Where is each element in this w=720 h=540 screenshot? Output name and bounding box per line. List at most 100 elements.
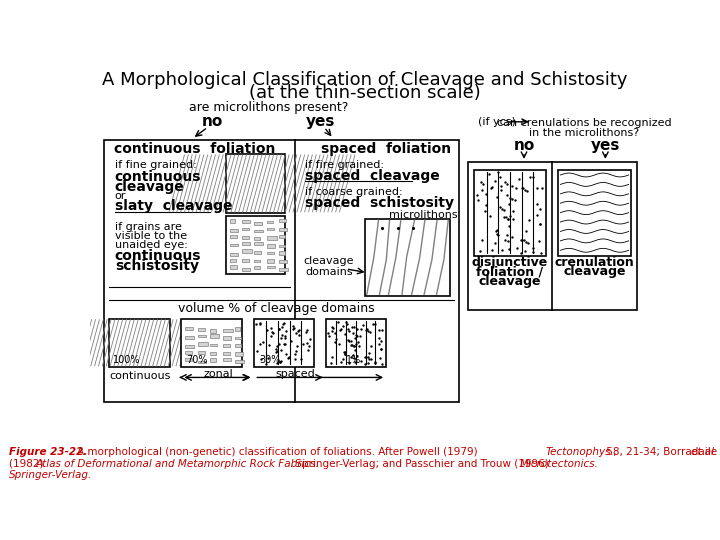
Text: cleavage: cleavage	[563, 266, 626, 279]
Bar	[242, 236, 249, 239]
Point	[359, 353, 370, 361]
Point	[536, 184, 548, 193]
Point	[263, 341, 274, 349]
Point	[360, 326, 372, 334]
Point	[348, 354, 360, 362]
Point	[254, 319, 266, 328]
Point	[288, 323, 300, 332]
Text: or: or	[114, 192, 126, 201]
Bar	[210, 334, 219, 338]
Point	[340, 350, 351, 359]
Point	[343, 326, 354, 335]
Point	[348, 342, 359, 350]
Text: Atlas of Deformational and Metamorphic Rock Fabrics.: Atlas of Deformational and Metamorphic R…	[36, 458, 320, 469]
Point	[522, 239, 534, 247]
Bar	[254, 230, 263, 232]
Point	[531, 210, 543, 219]
Point	[534, 220, 546, 228]
Point	[502, 214, 513, 223]
Point	[341, 320, 353, 328]
Point	[360, 353, 372, 362]
Point	[375, 345, 387, 353]
Point	[364, 354, 375, 363]
Point	[472, 195, 484, 204]
Bar	[222, 358, 231, 361]
Point	[284, 353, 295, 361]
Bar	[226, 155, 284, 212]
Point	[354, 332, 366, 340]
Point	[521, 187, 533, 195]
Point	[325, 359, 337, 367]
Bar	[279, 227, 287, 231]
Point	[504, 194, 516, 202]
Point	[377, 326, 388, 334]
Bar	[266, 266, 276, 268]
Point	[330, 335, 341, 343]
Point	[323, 329, 334, 338]
Point	[282, 354, 294, 362]
Text: continuous: continuous	[109, 371, 171, 381]
Point	[343, 358, 355, 367]
Text: spaced  schistosity: spaced schistosity	[305, 197, 454, 211]
Bar	[222, 352, 230, 355]
Point	[295, 354, 307, 363]
Point	[519, 246, 531, 255]
Point	[271, 348, 282, 357]
Text: unaided eye:: unaided eye:	[114, 240, 188, 250]
Bar	[230, 244, 238, 246]
Bar	[185, 327, 192, 330]
Point	[486, 183, 498, 191]
Point	[293, 326, 305, 334]
Bar	[222, 329, 233, 332]
Point	[349, 346, 361, 354]
Point	[294, 330, 305, 339]
Text: cleavage
domains: cleavage domains	[303, 256, 354, 278]
Point	[502, 179, 513, 188]
Point	[511, 244, 523, 252]
Text: no: no	[202, 114, 223, 129]
Bar	[266, 259, 274, 263]
Point	[490, 227, 502, 235]
Text: can crenulations be recognized: can crenulations be recognized	[497, 118, 672, 129]
Point	[510, 183, 522, 192]
Text: 70%: 70%	[186, 355, 207, 366]
Point	[262, 354, 274, 363]
Bar	[242, 249, 252, 253]
Point	[376, 360, 387, 368]
Point	[336, 358, 347, 367]
Bar	[185, 336, 194, 339]
Bar	[242, 259, 249, 261]
Point	[339, 349, 351, 358]
Point	[326, 353, 338, 361]
Bar	[279, 234, 284, 238]
Bar	[210, 343, 217, 346]
Point	[328, 323, 339, 332]
Point	[513, 175, 525, 184]
Bar	[230, 253, 238, 255]
Point	[374, 354, 386, 362]
Text: are microlithons present?: are microlithons present?	[189, 100, 348, 113]
Point	[279, 332, 291, 340]
Bar	[198, 328, 204, 331]
Text: cleavage: cleavage	[114, 180, 184, 194]
Bar	[279, 219, 286, 222]
Point	[261, 326, 273, 334]
Bar	[266, 227, 274, 231]
Bar	[242, 242, 250, 245]
Bar	[198, 335, 206, 338]
Point	[266, 332, 277, 340]
Text: if grains are: if grains are	[114, 221, 181, 232]
Text: continuous: continuous	[114, 249, 202, 263]
Bar	[210, 329, 216, 333]
Point	[527, 172, 539, 181]
Point	[274, 357, 285, 366]
Text: disjunctive: disjunctive	[472, 256, 548, 269]
Point	[367, 320, 379, 328]
Bar	[235, 337, 241, 340]
Bar	[266, 236, 276, 240]
Bar	[198, 342, 207, 346]
Text: continuous  foliation: continuous foliation	[114, 141, 275, 156]
Point	[491, 230, 503, 238]
Text: (at the thin-section scale): (at the thin-section scale)	[249, 84, 481, 102]
Bar	[185, 352, 192, 354]
